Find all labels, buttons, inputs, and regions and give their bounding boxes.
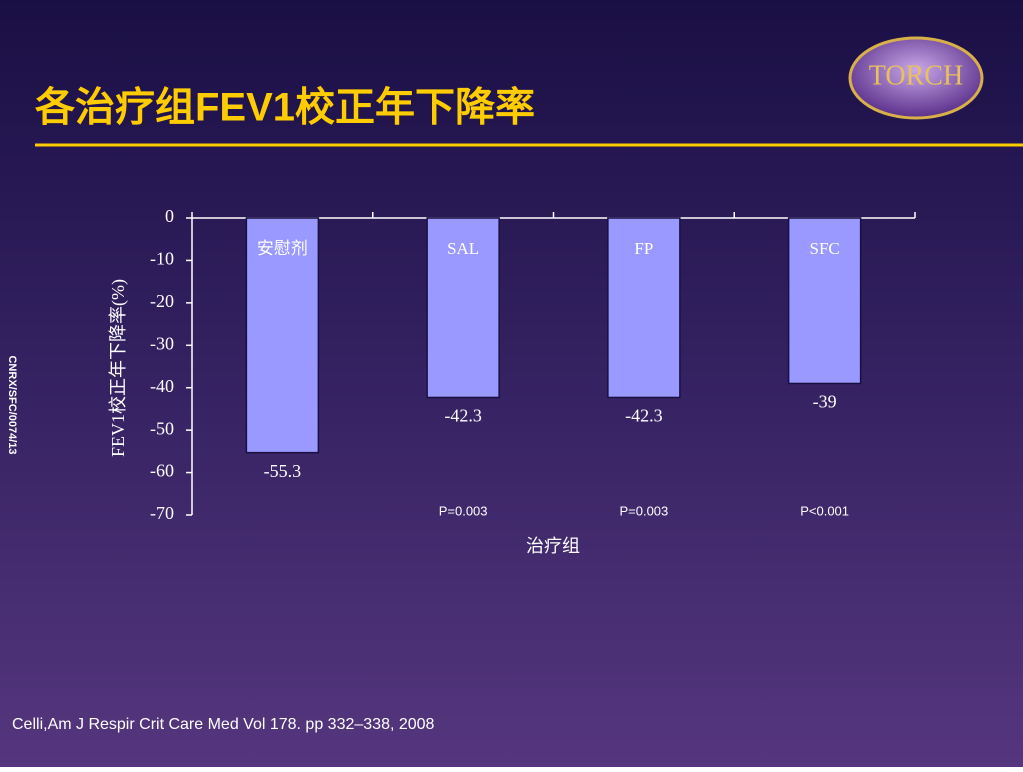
logo: TORCH <box>869 60 963 91</box>
y-tick-label: -50 <box>150 418 174 438</box>
x-axis-label: 治疗组 <box>526 536 580 556</box>
y-tick-label: -10 <box>150 249 174 269</box>
p-value: P=0.003 <box>439 503 488 518</box>
value-label: -55.3 <box>264 461 302 481</box>
bar <box>787 217 862 385</box>
logo-badge <box>848 36 984 120</box>
category-label: SFC <box>810 239 840 258</box>
category-label: 安慰剂 <box>257 239 308 258</box>
category-label: FP <box>634 239 653 258</box>
y-axis-label: FEV1校正年下降率(%) <box>108 279 129 457</box>
category-label: SAL <box>447 239 479 258</box>
p-value: P<0.001 <box>800 503 849 518</box>
y-tick-label: -20 <box>150 291 174 311</box>
y-tick-label: -60 <box>150 461 174 481</box>
bar <box>607 217 681 399</box>
value-label: -42.3 <box>625 406 663 426</box>
y-tick-label: -70 <box>150 503 174 523</box>
p-value: P=0.003 <box>619 503 668 518</box>
bar <box>426 217 500 399</box>
y-tick-label: 0 <box>165 206 174 226</box>
y-tick-label: -30 <box>150 333 174 353</box>
side-note: CNRX/SFC/0074/13 <box>6 355 18 454</box>
footer: Celli,Am J Respir Crit Care Med Vol 178.… <box>12 716 435 733</box>
value-label: -39 <box>813 392 837 412</box>
value-label: -42.3 <box>444 406 482 426</box>
slide-title: 各治疗组FEV1校正年下降率 <box>35 86 535 130</box>
y-tick-label: -40 <box>150 376 174 396</box>
bar <box>245 217 320 454</box>
